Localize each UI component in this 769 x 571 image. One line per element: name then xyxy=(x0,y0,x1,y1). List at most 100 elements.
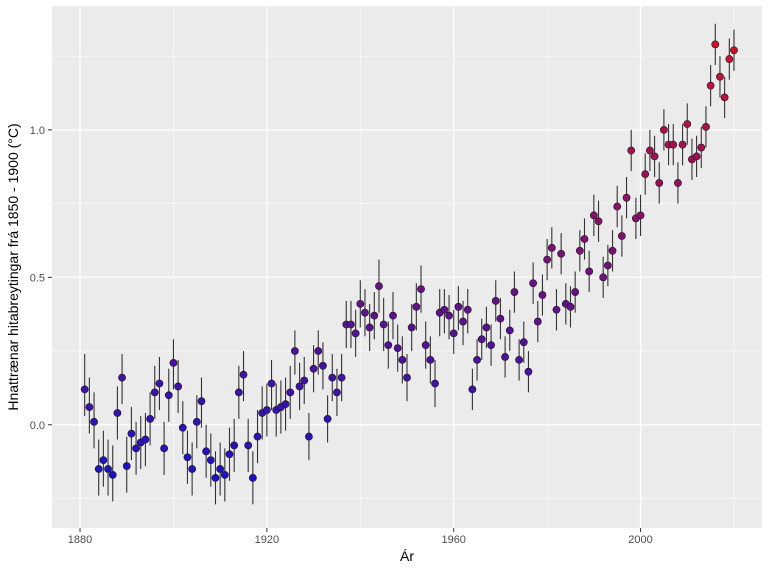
data-point xyxy=(90,417,98,426)
data-point xyxy=(613,202,622,211)
data-point xyxy=(225,450,234,459)
data-point xyxy=(239,370,248,379)
data-point xyxy=(244,441,253,450)
data-point xyxy=(599,273,608,282)
y-axis-title: Hnattrænar hitabreytingar frá 1850 - 190… xyxy=(5,123,21,410)
data-point xyxy=(641,170,650,179)
data-point xyxy=(538,291,547,299)
data-points xyxy=(80,40,738,482)
data-point xyxy=(678,140,687,149)
data-point xyxy=(491,297,500,305)
data-point xyxy=(160,444,169,453)
data-point xyxy=(290,347,299,355)
data-point xyxy=(524,367,533,376)
data-point xyxy=(720,93,729,102)
data-point xyxy=(183,453,192,462)
data-point xyxy=(421,341,430,350)
data-point xyxy=(127,429,136,438)
data-point xyxy=(220,471,229,479)
data-point xyxy=(692,152,701,161)
y-tick-label: 1.0 xyxy=(30,125,45,137)
data-point xyxy=(519,338,528,347)
data-point xyxy=(337,373,346,382)
data-point xyxy=(104,465,112,473)
data-point xyxy=(286,388,295,397)
data-point xyxy=(533,317,542,326)
data-point xyxy=(449,329,458,338)
data-point xyxy=(99,456,108,465)
data-point xyxy=(669,140,678,149)
data-point xyxy=(501,353,509,361)
data-point xyxy=(482,323,491,332)
data-point xyxy=(702,123,710,131)
data-point xyxy=(463,305,472,314)
data-point xyxy=(417,285,425,294)
data-point xyxy=(262,406,271,414)
grid-major xyxy=(52,6,762,528)
data-point xyxy=(174,382,183,391)
data-point xyxy=(197,397,206,406)
data-point xyxy=(164,391,173,400)
y-axis-ticks: 0.0 0.5 1.0 xyxy=(30,125,52,432)
data-point xyxy=(725,55,734,63)
y-tick-label: 0.5 xyxy=(30,272,45,284)
data-point xyxy=(365,323,374,332)
data-point xyxy=(552,305,561,314)
data-point xyxy=(655,179,664,187)
data-point xyxy=(571,288,580,296)
x-tick-label: 1880 xyxy=(68,534,92,546)
data-point xyxy=(505,326,514,335)
data-point xyxy=(118,373,126,382)
data-point xyxy=(496,314,505,323)
x-tick-label: 2000 xyxy=(628,534,652,546)
data-point xyxy=(454,302,463,311)
data-point xyxy=(622,193,631,202)
data-point xyxy=(202,447,211,456)
data-point xyxy=(589,211,598,220)
data-point xyxy=(645,146,654,155)
data-point xyxy=(575,246,584,255)
data-point xyxy=(594,217,603,226)
data-point xyxy=(603,261,612,270)
data-point xyxy=(347,320,355,329)
data-point xyxy=(295,382,304,391)
data-point xyxy=(389,311,397,320)
data-point xyxy=(706,81,715,90)
x-axis-ticks: 1880 1920 1960 2000 xyxy=(68,528,653,546)
data-point xyxy=(113,409,122,417)
data-point xyxy=(169,358,178,367)
data-point xyxy=(407,323,416,332)
data-point xyxy=(445,311,453,320)
data-point xyxy=(305,432,313,441)
data-point xyxy=(192,417,201,426)
grid-minor xyxy=(52,6,762,528)
data-point xyxy=(547,243,556,252)
data-point xyxy=(627,146,636,155)
data-point xyxy=(351,329,360,338)
data-point xyxy=(314,347,323,355)
data-point xyxy=(398,355,407,364)
data-point xyxy=(150,388,159,397)
data-point xyxy=(361,308,369,317)
data-point xyxy=(178,423,187,432)
data-point xyxy=(426,355,435,364)
data-point xyxy=(132,444,140,453)
x-tick-label: 1960 xyxy=(441,534,465,546)
data-point xyxy=(697,143,706,152)
data-point xyxy=(543,255,552,264)
data-point xyxy=(309,364,318,373)
data-point xyxy=(683,120,692,128)
data-point xyxy=(487,341,495,350)
data-point xyxy=(459,317,467,326)
data-point xyxy=(375,282,383,291)
data-point xyxy=(248,473,257,482)
data-point xyxy=(403,373,411,382)
data-point xyxy=(234,388,243,397)
data-point xyxy=(333,388,341,397)
data-point xyxy=(230,441,239,450)
data-point xyxy=(393,344,402,353)
data-point xyxy=(80,385,89,394)
data-point xyxy=(319,361,327,370)
data-point xyxy=(155,379,164,388)
